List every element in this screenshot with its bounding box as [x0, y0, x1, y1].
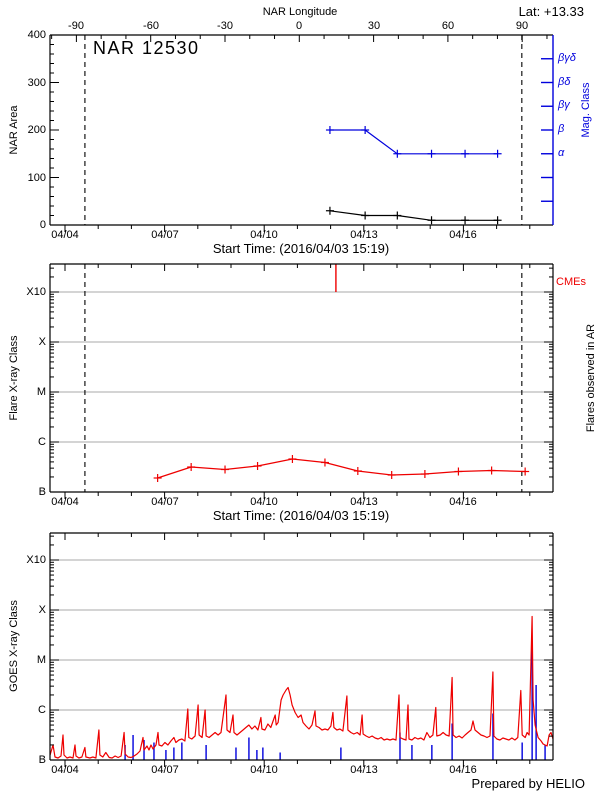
p1-date-tick-label: 04/16 — [449, 229, 477, 241]
p3-xray-class-tick-label: M — [36, 654, 46, 666]
mag-class-tick-label: βγδ — [558, 52, 576, 64]
p2-y-axis-title: Flare X-ray Class — [8, 335, 20, 421]
mag-class-tick-label: βδ — [558, 76, 571, 88]
p1-date-tick-label: 04/07 — [151, 229, 179, 241]
p2-xray-class-tick-label: C — [38, 436, 46, 448]
longitude-tick-label: 0 — [295, 20, 303, 32]
p1-area-tick-label: 100 — [27, 172, 46, 184]
p3-date-tick-label: 04/07 — [151, 764, 179, 776]
cmes-label: CMEs — [556, 276, 586, 288]
p2-start-time-label: Start Time: (2016/04/03 15:19) — [212, 508, 390, 523]
p3-xray-class-tick-label: B — [38, 754, 46, 766]
longitude-tick-label: -30 — [217, 20, 233, 32]
p1-area-tick-label: 400 — [27, 29, 46, 41]
mag-class-tick-label: β — [558, 123, 565, 135]
mag-class-tick-label: α — [558, 147, 565, 159]
p2-date-tick-label: 04/13 — [350, 496, 378, 508]
p3-xray-class-tick-label: X10 — [26, 554, 46, 566]
p2-xray-class-tick-label: M — [36, 386, 46, 398]
p3-date-tick-label: 04/16 — [449, 764, 477, 776]
p3-xray-class-tick-label: C — [38, 704, 46, 716]
p2-date-tick-label: 04/07 — [151, 496, 179, 508]
mag-class-tick-label: βγ — [558, 99, 570, 111]
credit-label: Prepared by HELIO — [471, 776, 585, 791]
p2-xray-class-tick-label: B — [38, 486, 46, 498]
p1-area-tick-label: 0 — [39, 219, 46, 231]
p1-date-tick-label: 04/04 — [51, 229, 79, 241]
p3-date-tick-label: 04/10 — [250, 764, 278, 776]
latitude-value-label: Lat: +13.33 — [518, 4, 584, 19]
longitude-tick-label: -90 — [68, 20, 84, 32]
p2-date-tick-label: 04/16 — [449, 496, 477, 508]
longitude-tick-label: 90 — [515, 20, 529, 32]
active-region-title: NAR 12530 — [93, 38, 200, 58]
p1-date-tick-label: 04/13 — [350, 229, 378, 241]
p1-start-time-label: Start Time: (2016/04/03 15:19) — [212, 241, 390, 256]
p2-date-tick-label: 04/04 — [51, 496, 79, 508]
p3-date-tick-label: 04/13 — [350, 764, 378, 776]
p3-date-tick-label: 04/04 — [51, 764, 79, 776]
p1-date-tick-label: 04/10 — [250, 229, 278, 241]
p1-area-tick-label: 300 — [27, 77, 46, 89]
longitude-axis-title: NAR Longitude — [262, 6, 338, 18]
p2-date-tick-label: 04/10 — [250, 496, 278, 508]
p2-xray-class-tick-label: X — [38, 336, 46, 348]
p1-area-tick-label: 200 — [27, 124, 46, 136]
p2-xray-class-tick-label: X10 — [26, 286, 46, 298]
p1-right-axis-title: Mag. Class — [580, 82, 592, 138]
p2-right-axis-title: Flares observed in AR — [585, 323, 597, 433]
longitude-tick-label: -60 — [143, 20, 159, 32]
longitude-tick-label: 60 — [441, 20, 455, 32]
longitude-tick-label: 30 — [367, 20, 381, 32]
p3-xray-class-tick-label: X — [38, 604, 46, 616]
